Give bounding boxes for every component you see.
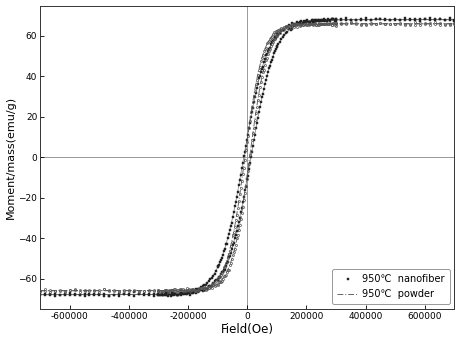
950℃  powder [398,22,403,26]
950℃  nanofiber [236,178,242,182]
950℃  nanofiber [37,292,43,297]
950℃  nanofiber [402,15,407,19]
950℃  nanofiber [205,279,211,283]
950℃  powder [196,287,202,291]
950℃  nanofiber [140,293,146,297]
950℃  powder [109,289,114,293]
X-axis label: Field(Oe): Field(Oe) [220,324,273,337]
Line: 950℃  powder: 950℃ powder [40,24,453,291]
950℃  powder [37,289,43,293]
950℃  nanofiber [246,126,251,130]
950℃  powder [451,22,456,26]
950℃  nanofiber [201,282,207,287]
950℃  powder [84,289,90,293]
950℃  nanofiber [186,291,191,295]
950℃  nanofiber [101,294,107,298]
Line: 950℃  nanofiber: 950℃ nanofiber [39,16,454,297]
950℃  powder [442,22,448,26]
950℃  powder [214,278,219,282]
Y-axis label: Moment/mass(emu/g): Moment/mass(emu/g) [6,96,16,219]
Legend: 950℃  nanofiber, 950℃  powder: 950℃ nanofiber, 950℃ powder [331,269,448,304]
950℃  nanofiber [451,19,456,23]
